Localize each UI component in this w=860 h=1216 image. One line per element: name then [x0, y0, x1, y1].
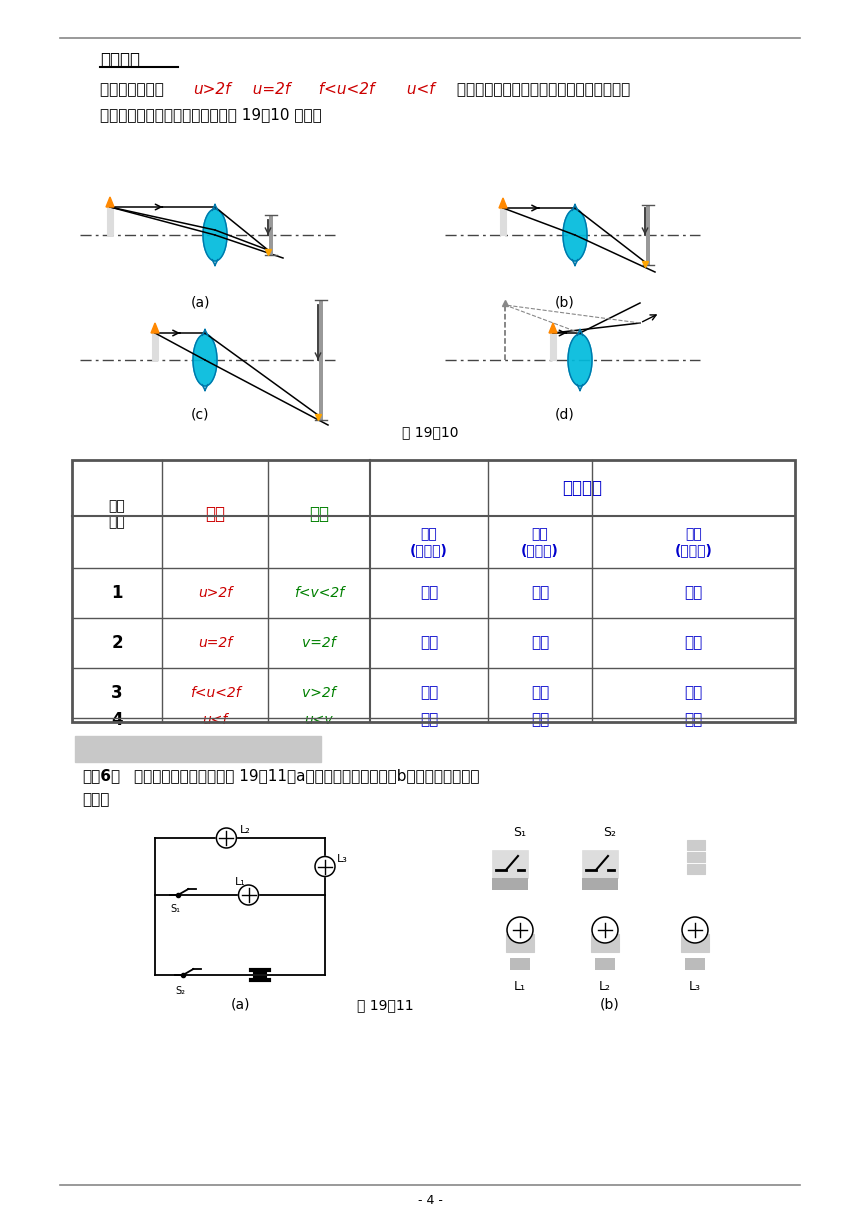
Bar — [687, 852, 705, 862]
Text: 放大: 放大 — [531, 686, 550, 700]
Text: 正立
(或倒立): 正立 (或倒立) — [410, 527, 448, 557]
Circle shape — [507, 917, 533, 942]
Text: (d): (d) — [555, 409, 574, 422]
Bar — [75, 736, 321, 762]
Text: 1: 1 — [111, 584, 123, 602]
Text: 实像: 实像 — [685, 636, 703, 651]
Polygon shape — [499, 198, 507, 208]
Text: L₂: L₂ — [239, 824, 250, 835]
Text: (b): (b) — [555, 295, 574, 310]
Text: 虚像: 虚像 — [685, 713, 703, 727]
Text: 3: 3 — [111, 683, 123, 702]
Text: 以笔画线代替导线，按图 19－11（a）所示的电路图将图（b）中所示器材连接: 以笔画线代替导线，按图 19－11（a）所示的电路图将图（b）中所示器材连接 — [134, 769, 480, 783]
Text: 2: 2 — [111, 634, 123, 652]
Bar — [506, 934, 534, 952]
Polygon shape — [193, 334, 217, 385]
Text: 缩小: 缩小 — [531, 585, 550, 601]
Text: (c): (c) — [191, 409, 209, 422]
Text: S₁: S₁ — [170, 903, 180, 914]
Text: S₂: S₂ — [175, 986, 185, 996]
Text: S₁: S₁ — [513, 826, 526, 839]
Text: 倒立: 倒立 — [420, 686, 438, 700]
Circle shape — [682, 917, 708, 942]
Text: 二、作图法在电学中的应用: 二、作图法在电学中的应用 — [82, 741, 198, 755]
Text: 放大: 放大 — [531, 713, 550, 727]
Text: 放大
(或缩小): 放大 (或缩小) — [521, 527, 559, 557]
Text: 等位置，用作图法，找到凸透镜成的像，观: 等位置，用作图法，找到凸透镜成的像，观 — [452, 83, 630, 97]
Text: u<v: u<v — [304, 713, 334, 727]
Polygon shape — [151, 323, 159, 333]
Text: u=2f: u=2f — [243, 83, 291, 97]
Bar — [582, 878, 618, 890]
Text: L₃: L₃ — [337, 854, 348, 863]
Bar — [550, 333, 556, 360]
Bar — [687, 865, 705, 874]
Text: f<u<2f: f<u<2f — [190, 686, 240, 700]
Text: L₁: L₁ — [514, 980, 526, 993]
Bar — [687, 840, 705, 850]
Text: f<u<2f: f<u<2f — [309, 83, 374, 97]
Text: 实像: 实像 — [685, 686, 703, 700]
Text: 实验
次序: 实验 次序 — [108, 499, 126, 529]
Bar — [152, 333, 158, 360]
Text: v>2f: v>2f — [302, 686, 335, 700]
Text: (a): (a) — [230, 998, 249, 1012]
Text: 像距: 像距 — [309, 505, 329, 523]
Text: L₂: L₂ — [599, 980, 611, 993]
Bar — [319, 300, 323, 420]
Text: 图 19－10: 图 19－10 — [402, 426, 458, 439]
Circle shape — [217, 828, 237, 848]
Text: u<f: u<f — [402, 83, 435, 97]
Bar — [269, 215, 273, 255]
Text: v=2f: v=2f — [302, 636, 335, 651]
Text: 成像特点: 成像特点 — [562, 479, 603, 497]
Text: (a): (a) — [190, 295, 210, 310]
Polygon shape — [203, 209, 227, 261]
Text: f<v<2f: f<v<2f — [294, 586, 344, 599]
Text: u>2f: u>2f — [198, 586, 232, 599]
Text: 图 19－11: 图 19－11 — [357, 998, 414, 1012]
Text: S₂: S₂ — [604, 826, 617, 839]
Polygon shape — [568, 334, 592, 385]
Text: 起来。: 起来。 — [82, 793, 109, 807]
Text: u=2f: u=2f — [198, 636, 232, 651]
Circle shape — [315, 856, 335, 877]
Text: (b): (b) — [600, 998, 620, 1012]
Polygon shape — [549, 323, 557, 333]
Text: 实像: 实像 — [685, 585, 703, 601]
Text: L₃: L₃ — [689, 980, 701, 993]
Bar — [681, 934, 709, 952]
Text: 物距: 物距 — [205, 505, 225, 523]
Bar — [107, 207, 113, 235]
Text: - 4 -: - 4 - — [418, 1193, 442, 1206]
Bar — [510, 958, 530, 970]
Text: 倒立: 倒立 — [420, 585, 438, 601]
Text: 成像原理: 成像原理 — [100, 51, 140, 69]
Text: L₁: L₁ — [235, 877, 245, 886]
Text: 倒立: 倒立 — [420, 636, 438, 651]
Text: 【例6】: 【例6】 — [82, 769, 120, 783]
Text: 分别把蜡烛放到: 分别把蜡烛放到 — [100, 83, 169, 97]
Text: u<f: u<f — [202, 713, 228, 727]
Bar — [685, 958, 705, 970]
Bar — [595, 958, 615, 970]
Bar — [591, 934, 619, 952]
Circle shape — [592, 917, 618, 942]
Text: 正立: 正立 — [420, 713, 438, 727]
Text: u>2f: u>2f — [194, 83, 231, 97]
Bar — [72, 460, 795, 722]
Bar — [500, 208, 506, 235]
Bar — [582, 850, 618, 878]
Bar — [492, 850, 528, 878]
Polygon shape — [106, 197, 114, 207]
Text: 实像
(或虚像): 实像 (或虚像) — [674, 527, 712, 557]
Text: 察是否符合凸透镜成像规律，如图 19－10 所示。: 察是否符合凸透镜成像规律，如图 19－10 所示。 — [100, 107, 322, 123]
Bar — [492, 878, 528, 890]
Text: 等大: 等大 — [531, 636, 550, 651]
Text: 4: 4 — [111, 711, 123, 730]
Polygon shape — [563, 209, 587, 261]
Circle shape — [238, 885, 259, 905]
Bar — [646, 206, 650, 265]
